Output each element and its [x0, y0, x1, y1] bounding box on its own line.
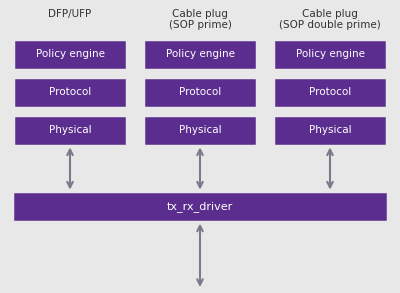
Text: Policy engine: Policy engine [166, 49, 234, 59]
Text: Protocol: Protocol [179, 87, 221, 97]
FancyBboxPatch shape [143, 115, 257, 146]
Text: Physical: Physical [179, 125, 221, 135]
Text: Protocol: Protocol [309, 87, 351, 97]
FancyBboxPatch shape [143, 39, 257, 70]
Text: Policy engine: Policy engine [36, 49, 104, 59]
FancyBboxPatch shape [13, 115, 127, 146]
Text: DFP/UFP: DFP/UFP [48, 9, 92, 19]
Text: Cable plug
(SOP double prime): Cable plug (SOP double prime) [279, 9, 381, 30]
FancyBboxPatch shape [143, 77, 257, 108]
FancyBboxPatch shape [273, 39, 387, 70]
Text: Policy engine: Policy engine [296, 49, 364, 59]
Text: tx_rx_driver: tx_rx_driver [167, 201, 233, 212]
Text: Physical: Physical [49, 125, 91, 135]
FancyBboxPatch shape [12, 191, 388, 222]
FancyBboxPatch shape [273, 115, 387, 146]
Text: Cable plug
(SOP prime): Cable plug (SOP prime) [168, 9, 232, 30]
Text: Physical: Physical [309, 125, 351, 135]
FancyBboxPatch shape [13, 39, 127, 70]
FancyBboxPatch shape [13, 77, 127, 108]
FancyBboxPatch shape [273, 77, 387, 108]
Text: Protocol: Protocol [49, 87, 91, 97]
